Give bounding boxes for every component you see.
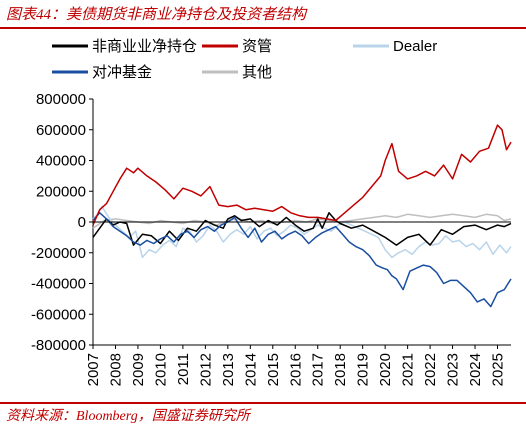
series-line	[92, 212, 512, 246]
legend-label: 非商业业净持仓	[92, 38, 197, 55]
legend-label: 资管	[242, 38, 272, 55]
x-tick-label: 2019	[355, 353, 372, 386]
x-tick-label: 2012	[197, 353, 214, 386]
series-line	[92, 124, 512, 226]
y-tick-label: -400000	[31, 276, 86, 293]
y-tick-label: 200000	[36, 183, 86, 200]
chart-title: 图表44：美债期货非商业净持仓及投资者结构	[6, 7, 307, 23]
y-tick-label: 400000	[36, 153, 86, 170]
series-group	[92, 124, 512, 308]
x-tick-label: 2025	[490, 353, 507, 386]
y-tick-label: 0	[78, 214, 86, 231]
series-line	[92, 205, 512, 259]
x-tick-label: 2017	[310, 353, 327, 386]
y-tick-label: -200000	[31, 245, 86, 262]
y-tick-label: -800000	[31, 337, 86, 354]
x-tick-label: 2010	[152, 353, 169, 386]
y-axis: 800000 600000 400000 200000 0 -200000 -400000 -…	[31, 91, 94, 354]
x-tick-label: 2020	[377, 353, 394, 386]
x-tick-label: 2013	[220, 353, 237, 386]
x-tick-label: 2022	[422, 353, 439, 386]
y-tick-label: -600000	[31, 306, 86, 323]
bottom-rule	[0, 402, 526, 404]
source-note: 资料来源：Bloomberg，国盛证券研究所	[6, 409, 250, 424]
x-tick-label: 2008	[107, 353, 124, 386]
x-tick-label: 2024	[467, 353, 484, 386]
x-tick-label: 2018	[332, 353, 349, 386]
x-tick-label: 2021	[400, 353, 417, 386]
legend-label: 其他	[242, 64, 272, 81]
legend-label: 对冲基金	[92, 64, 152, 81]
y-tick-label: 800000	[36, 91, 86, 108]
legend-label: Dealer	[393, 38, 437, 55]
top-rule	[0, 27, 526, 29]
x-axis: 2007 2008 2009 2010 2011 2012 2013 2014 2015 2016…	[85, 344, 511, 386]
x-tick-label: 2015	[265, 353, 282, 386]
y-tick-label: 600000	[36, 122, 86, 139]
legend: 非商业业净持仓 资管 Dealer 对冲基金 其他	[52, 38, 437, 81]
series-line	[92, 212, 512, 308]
x-tick-label: 2009	[130, 353, 147, 386]
x-tick-label: 2011	[175, 353, 192, 385]
x-tick-label: 2014	[242, 353, 259, 386]
x-tick-label: 2016	[287, 353, 304, 386]
x-tick-label: 2023	[445, 353, 462, 386]
x-tick-label: 2007	[85, 353, 102, 386]
